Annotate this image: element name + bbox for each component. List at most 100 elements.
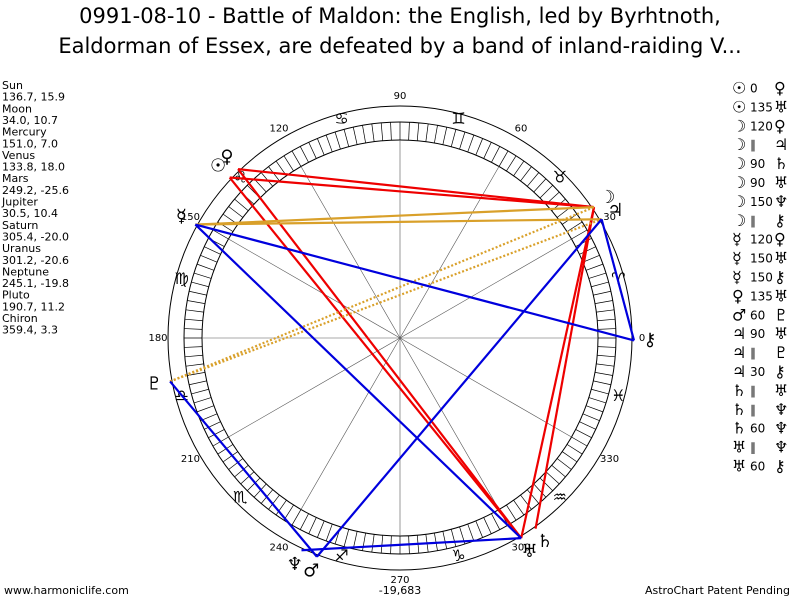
aspect-from: ♄ <box>732 400 746 419</box>
aspect-angle: 150 <box>750 271 773 285</box>
aspect-line <box>169 380 318 558</box>
hatch <box>588 272 607 279</box>
hatch <box>591 388 609 395</box>
aspect-angle: 90 <box>750 157 765 171</box>
hatch <box>585 263 604 271</box>
notice: AstroChart Patent Pending <box>645 584 790 597</box>
degree-label: 150 <box>181 212 200 223</box>
degree-label: 330 <box>600 454 619 465</box>
planet-name: Sun <box>2 79 23 92</box>
aspect-line <box>169 206 595 383</box>
hatch <box>594 372 613 376</box>
aspect-from: ♃ <box>732 343 746 362</box>
hatch <box>491 146 501 163</box>
hatch <box>200 255 218 263</box>
hatch <box>185 309 204 313</box>
hatch <box>343 529 350 547</box>
hatch <box>189 290 207 296</box>
hatch <box>196 405 215 413</box>
planet-name: Uranus <box>2 242 41 255</box>
planet-name: Chiron <box>2 312 38 325</box>
hatch <box>594 300 613 304</box>
planet-glyph: ♆ <box>287 554 303 575</box>
planet-glyph: ⚷ <box>643 330 656 351</box>
aspect-from: ♃ <box>732 362 746 381</box>
hatch <box>193 272 212 279</box>
planet-coords: 249.2, -25.6 <box>2 184 69 197</box>
hatch <box>308 517 317 534</box>
degree-label: 210 <box>181 454 200 465</box>
hatch <box>561 451 578 463</box>
hatch <box>317 138 325 156</box>
aspect-angle: ∥ <box>750 138 756 152</box>
hatch <box>575 429 592 439</box>
aspect-to: ♀ <box>774 116 786 135</box>
aspect-angle: 90 <box>750 176 765 190</box>
hatch <box>184 354 203 358</box>
hatch <box>566 221 583 232</box>
hatch <box>299 146 309 163</box>
hatch <box>184 346 203 348</box>
hatch <box>208 429 225 439</box>
hatch <box>380 535 384 554</box>
hatch <box>588 397 607 404</box>
hatch <box>596 309 615 313</box>
hatch <box>193 397 212 404</box>
aspect-to: ⚷ <box>774 457 786 476</box>
hatch <box>212 229 229 240</box>
degree-label: 240 <box>269 543 288 554</box>
hatch <box>291 509 302 526</box>
aspect-to: ♆ <box>774 438 788 457</box>
hatch <box>450 129 457 147</box>
aspect-line <box>600 218 636 341</box>
planet-glyph: ♄ <box>537 531 553 552</box>
aspect-line <box>534 206 596 529</box>
hatch <box>491 513 501 530</box>
spoke <box>399 337 572 438</box>
degree-label: 0 <box>639 333 645 344</box>
planet-coords: 34.0, 10.7 <box>2 114 58 127</box>
hatch <box>189 380 207 386</box>
hatch <box>343 129 350 147</box>
zodiac-sign: ♑ <box>451 546 465 565</box>
zodiac-sign: ♉ <box>553 168 567 187</box>
aspect-line <box>229 176 595 209</box>
aspect-line <box>316 218 603 558</box>
hatch <box>253 178 267 193</box>
hatch <box>483 142 492 159</box>
hatch <box>539 185 553 199</box>
aspect-from: ♅ <box>732 457 746 476</box>
hatch <box>498 150 509 167</box>
hatch <box>566 444 583 455</box>
aspect-to: ⚷ <box>774 211 786 230</box>
aspect-to: ♅ <box>774 324 788 343</box>
hatch <box>467 523 475 542</box>
hatch <box>545 471 560 485</box>
hatch <box>459 131 466 150</box>
aspect-from: ☿ <box>732 230 742 249</box>
planet-coords: 359.4, 3.3 <box>2 324 58 337</box>
zodiac-sign: ♓ <box>611 386 625 405</box>
title-line: Ealdorman of Essex, are defeated by a ba… <box>58 34 741 58</box>
aspect-line <box>195 223 635 342</box>
planet-name: Mercury <box>2 126 47 139</box>
planet-coords: 133.8, 18.0 <box>2 161 65 174</box>
aspect-line <box>237 168 595 209</box>
aspect-from: ♃ <box>732 324 746 343</box>
aspect-to: ♄ <box>774 154 788 173</box>
planet-glyph: ♂ <box>303 561 319 582</box>
aspect-from: ♄ <box>732 419 746 438</box>
aspect-to: ♀ <box>774 230 786 249</box>
site-link[interactable]: www.harmoniclife.com <box>4 584 129 597</box>
aspect-to: ♆ <box>774 419 788 438</box>
aspect-to: ♆ <box>774 400 788 419</box>
spoke <box>399 337 500 510</box>
planet-name: Moon <box>2 102 32 115</box>
hatch <box>597 346 616 348</box>
zodiac-sign: ♐ <box>334 546 348 565</box>
aspect-from: ☽ <box>732 173 746 192</box>
hatch <box>260 172 273 187</box>
aspect-to: ♅ <box>774 286 788 305</box>
hatch <box>475 138 483 156</box>
hatch <box>597 318 616 322</box>
